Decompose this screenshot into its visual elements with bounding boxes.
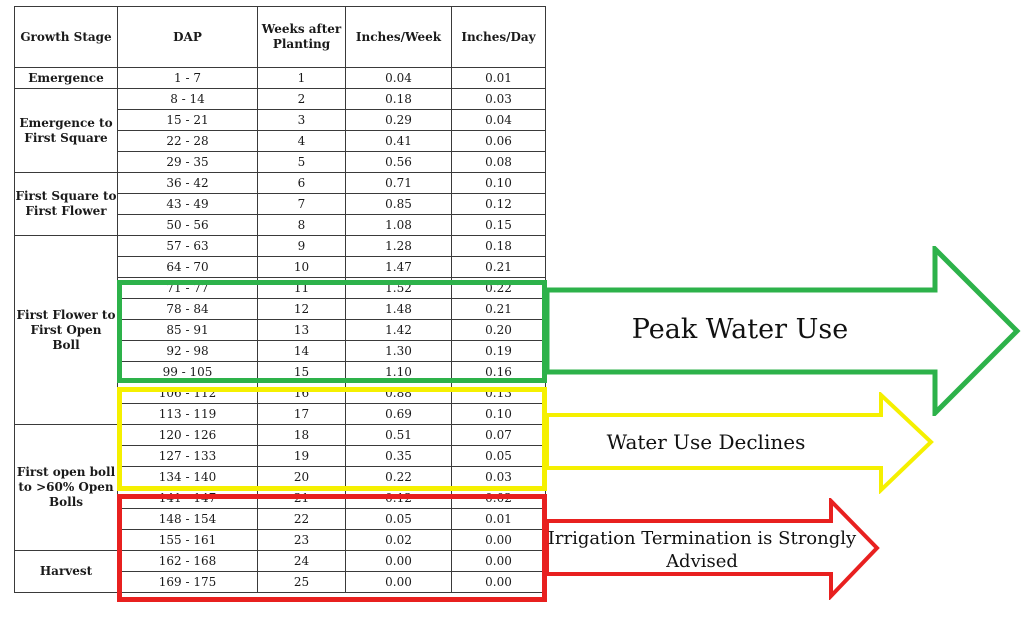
weeks-cell: 3 xyxy=(257,109,346,131)
inches-week-cell: 0.69 xyxy=(345,403,452,425)
growth-stage-cell: First Flower to First Open Boll xyxy=(14,235,118,425)
table-row: 64 - 70 10 1.47 0.21 xyxy=(15,256,546,278)
peak-water-use-arrow xyxy=(545,246,1021,416)
inches-week-cell: 0.29 xyxy=(345,109,452,131)
table-row: Harvest 162 - 168 24 0.00 0.00 xyxy=(14,550,546,593)
inches-day-cell: 0.16 xyxy=(451,361,546,383)
weeks-cell: 8 xyxy=(257,214,346,236)
table-row: First Flower to First Open Boll 57 - 63 9 1… xyxy=(14,235,546,425)
col-growth-stage: Growth Stage xyxy=(14,6,118,68)
inches-week-cell: 0.71 xyxy=(345,172,452,194)
inches-day-cell: 0.03 xyxy=(451,88,546,110)
inches-day-cell: 0.12 xyxy=(451,193,546,215)
weeks-cell: 5 xyxy=(257,151,346,173)
dap-cell: 15 - 21 xyxy=(117,109,258,131)
col-weeks: Weeks after Planting xyxy=(257,6,346,68)
inches-day-cell: 0.01 xyxy=(451,67,546,89)
peak-water-use-box xyxy=(117,280,547,383)
col-inches-week: Inches/Week xyxy=(345,6,452,68)
inches-day-cell: 0.07 xyxy=(451,424,546,446)
peak-water-use-label: Peak Water Use xyxy=(631,314,849,345)
table-row: 85 - 91 13 1.42 0.20 xyxy=(15,319,546,341)
weeks-cell: 25 xyxy=(257,571,346,593)
dap-cell: 113 - 119 xyxy=(117,403,258,425)
inches-week-cell: 0.41 xyxy=(345,130,452,152)
dap-cell: 64 - 70 xyxy=(117,256,258,278)
inches-day-cell: 0.10 xyxy=(451,172,546,194)
inches-week-cell: 0.00 xyxy=(345,550,452,572)
table-row: 113 - 119 17 0.69 0.10 xyxy=(15,403,546,425)
water-use-declines-label: Water Use Declines xyxy=(606,430,806,454)
col-dap: DAP xyxy=(117,6,258,68)
weeks-cell: 1 xyxy=(257,67,346,89)
weeks-cell: 9 xyxy=(257,235,346,257)
inches-day-cell: 0.06 xyxy=(451,130,546,152)
inches-day-cell: 0.04 xyxy=(451,109,546,131)
inches-day-cell: 0.00 xyxy=(451,571,546,593)
inches-week-cell: 0.00 xyxy=(345,571,452,593)
water-use-declines-box xyxy=(117,387,547,491)
table-row: Emergence 1 - 7 1 0.04 0.01 xyxy=(14,67,546,89)
inches-week-cell: 0.85 xyxy=(345,193,452,215)
inches-day-cell: 0.08 xyxy=(451,151,546,173)
irrigation-termination-box xyxy=(117,494,547,602)
dap-cell: 8 - 14 xyxy=(117,88,258,110)
table-row: 29 - 35 5 0.56 0.08 xyxy=(15,151,546,173)
inches-week-cell: 1.47 xyxy=(345,256,452,278)
inches-week-cell: 1.08 xyxy=(345,214,452,236)
dap-cell: 120 - 126 xyxy=(117,424,258,446)
inches-day-cell: 0.21 xyxy=(451,256,546,278)
inches-week-cell: 0.18 xyxy=(345,88,452,110)
dap-cell: 43 - 49 xyxy=(117,193,258,215)
inches-week-cell: 0.04 xyxy=(345,67,452,89)
weeks-cell: 19 xyxy=(257,445,346,467)
weeks-cell: 10 xyxy=(257,256,346,278)
weeks-cell: 6 xyxy=(257,172,346,194)
growth-stage-cell: Harvest xyxy=(14,550,118,593)
dap-cell: 57 - 63 xyxy=(117,235,258,257)
growth-stage-cell: Emergence xyxy=(14,67,118,89)
irrigation-termination-arrow xyxy=(545,498,880,600)
irrigation-termination-label: Irrigation Termination is Strongly Advis… xyxy=(547,528,857,572)
col-inches-day: Inches/Day xyxy=(451,6,546,68)
table-row: Emergence to First Square 8 - 14 2 0.18 0.03 xyxy=(14,88,546,173)
table-row: 169 - 175 25 0.00 0.00 xyxy=(15,571,546,593)
table-row: First open boll to >60% Open Bolls 120 - … xyxy=(14,424,546,551)
water-use-declines-arrow xyxy=(545,392,934,494)
table-row: 99 - 105 15 1.10 0.16 xyxy=(15,361,546,383)
dap-cell: 50 - 56 xyxy=(117,214,258,236)
inches-week-cell: 0.56 xyxy=(345,151,452,173)
weeks-cell: 4 xyxy=(257,130,346,152)
inches-day-cell: 0.15 xyxy=(451,214,546,236)
inches-week-cell: 1.28 xyxy=(345,235,452,257)
growth-stage-cell: First open boll to >60% Open Bolls xyxy=(14,424,118,551)
growth-stage-cell: First Square to First Flower xyxy=(14,172,118,236)
dap-cell: 169 - 175 xyxy=(117,571,258,593)
weeks-cell: 2 xyxy=(257,88,346,110)
weeks-cell: 7 xyxy=(257,193,346,215)
dap-cell: 36 - 42 xyxy=(117,172,258,194)
table-row: 92 - 98 14 1.30 0.19 xyxy=(15,340,546,362)
growth-stage-cell: Emergence to First Square xyxy=(14,88,118,173)
inches-day-cell: 0.10 xyxy=(451,403,546,425)
dap-cell: 29 - 35 xyxy=(117,151,258,173)
dap-cell: 1 - 7 xyxy=(117,67,258,89)
inches-day-cell: 0.18 xyxy=(451,235,546,257)
header-row: Growth Stage DAP Weeks after Planting In… xyxy=(14,6,546,68)
table-row: First Square to First Flower 36 - 42 6 0.71… xyxy=(14,172,546,236)
inches-day-cell: 0.03 xyxy=(451,466,546,488)
dap-cell: 22 - 28 xyxy=(117,130,258,152)
